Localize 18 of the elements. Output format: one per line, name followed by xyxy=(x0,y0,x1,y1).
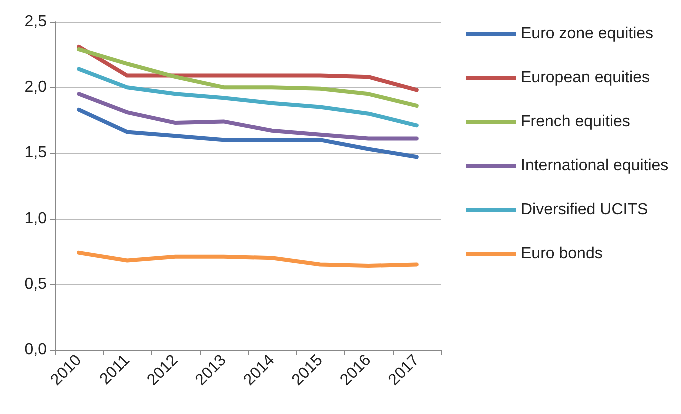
legend-label: International equities xyxy=(521,158,669,174)
legend-label: French equities xyxy=(521,114,630,130)
legend-label: Euro bonds xyxy=(521,246,603,262)
line-series xyxy=(77,250,419,268)
y-tick-label: 2,0 xyxy=(24,79,48,96)
y-tick-label: 0,0 xyxy=(24,342,48,358)
legend-label: Euro zone equities xyxy=(521,26,654,42)
y-tick-label: 1,0 xyxy=(24,210,48,228)
line-series xyxy=(77,48,419,108)
legend-label: Diversified UCITS xyxy=(521,202,648,218)
y-tick-label: 0,5 xyxy=(24,276,48,293)
line-series xyxy=(77,67,419,128)
line-series xyxy=(77,92,419,141)
line-series xyxy=(77,108,419,160)
y-tick-label: 1,5 xyxy=(24,144,48,162)
y-tick-label: 2,5 xyxy=(24,14,48,30)
legend-label: European equities xyxy=(521,70,650,86)
line-series xyxy=(77,44,419,92)
